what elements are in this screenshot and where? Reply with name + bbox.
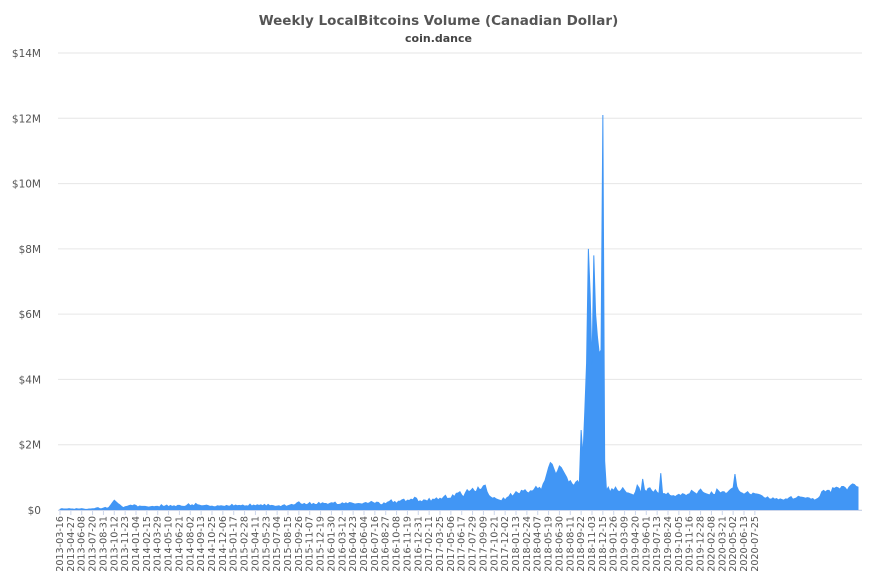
x-tick-label: 2015-02-28 — [240, 516, 251, 572]
y-tick-label: $0 — [28, 505, 41, 517]
x-tick-label: 2013-11-23 — [120, 516, 131, 572]
x-tick-label: 2018-08-11 — [565, 516, 576, 572]
x-tick-label: 2014-02-15 — [142, 516, 153, 572]
x-tick-label: 2015-04-11 — [250, 516, 261, 572]
x-tick-label: 2020-06-13 — [739, 516, 750, 572]
x-tick-label: 2019-04-20 — [630, 516, 641, 572]
volume-area — [59, 115, 859, 511]
x-tick-label: 2015-09-26 — [294, 516, 305, 572]
x-tick-label: 2016-04-23 — [348, 516, 359, 572]
chart-title: Weekly LocalBitcoins Volume (Canadian Do… — [258, 13, 619, 29]
x-tick-label: 2014-09-13 — [196, 516, 207, 572]
x-tick-label: 2013-10-12 — [109, 516, 120, 572]
x-tick-label: 2013-04-27 — [66, 516, 77, 572]
y-tick-label: $12M — [12, 113, 41, 125]
x-tick-label: 2017-09-09 — [478, 516, 489, 572]
x-tick-label: 2014-06-21 — [174, 516, 185, 572]
x-tick-label: 2013-07-20 — [88, 516, 99, 572]
x-tick-label: 2019-10-05 — [674, 516, 685, 572]
x-tick-label: 2017-05-06 — [446, 516, 457, 572]
x-tick-label: 2016-12-31 — [413, 516, 424, 572]
x-tick-label: 2016-03-12 — [337, 516, 348, 572]
x-tick-label: 2015-05-23 — [261, 516, 272, 572]
x-tick-label: 2014-08-02 — [185, 516, 196, 572]
x-tick-label: 2017-06-17 — [457, 516, 468, 572]
x-tick-label: 2018-11-03 — [587, 516, 598, 572]
x-tick-label: 2017-02-11 — [424, 516, 435, 572]
x-tick-label: 2014-10-25 — [207, 516, 218, 572]
y-tick-label: $2M — [19, 440, 41, 452]
y-tick-label: $8M — [19, 244, 41, 256]
x-tick-label: 2013-03-16 — [55, 516, 66, 572]
x-tick-label: 2019-07-13 — [652, 516, 663, 572]
x-tick-label: 2017-07-29 — [468, 516, 479, 572]
x-tick-label: 2015-11-07 — [305, 516, 316, 572]
x-tick-label: 2014-05-10 — [164, 516, 175, 572]
x-tick-label: 2020-03-21 — [717, 516, 728, 572]
x-tick-label: 2019-11-16 — [685, 516, 696, 572]
x-tick-label: 2013-08-31 — [98, 516, 109, 572]
x-tick-label: 2020-07-25 — [750, 516, 761, 572]
x-tick-label: 2018-09-22 — [576, 516, 587, 572]
chart-subtitle: coin.dance — [405, 32, 472, 45]
x-tick-label: 2016-08-27 — [381, 516, 392, 572]
x-tick-label: 2017-10-21 — [489, 516, 500, 572]
x-tick-label: 2018-04-07 — [533, 516, 544, 572]
x-tick-label: 2015-12-19 — [316, 516, 327, 572]
x-tick-label: 2015-08-15 — [283, 516, 294, 572]
x-tick-label: 2014-03-29 — [153, 516, 164, 572]
x-tick-label: 2016-01-30 — [326, 516, 337, 572]
x-tick-label: 2018-02-24 — [522, 516, 533, 572]
x-tick-label: 2018-12-15 — [598, 516, 609, 572]
x-tick-label: 2019-01-26 — [609, 516, 620, 572]
x-tick-label: 2014-12-06 — [218, 516, 229, 572]
y-tick-label: $6M — [19, 309, 41, 321]
x-tick-label: 2019-08-24 — [663, 516, 674, 572]
y-tick-label: $10M — [12, 179, 41, 191]
x-tick-label: 2019-06-01 — [641, 516, 652, 572]
x-tick-label: 2019-03-09 — [620, 516, 631, 572]
x-tick-label: 2014-01-04 — [131, 516, 142, 572]
x-tick-label: 2016-07-16 — [370, 516, 381, 572]
x-tick-label: 2016-11-19 — [402, 516, 413, 572]
x-tick-label: 2016-06-04 — [359, 516, 370, 572]
x-tick-label: 2013-06-08 — [77, 516, 88, 572]
x-tick-label: 2015-01-17 — [229, 516, 240, 572]
x-tick-label: 2020-02-08 — [706, 516, 717, 572]
x-tick-label: 2020-05-02 — [728, 516, 739, 572]
x-tick-label: 2015-07-04 — [272, 516, 283, 572]
x-tick-label: 2018-01-13 — [511, 516, 522, 572]
x-tick-label: 2016-10-08 — [392, 516, 403, 572]
x-tick-label: 2019-12-28 — [696, 516, 707, 572]
x-tick-label: 2017-12-02 — [500, 516, 511, 572]
x-tick-label: 2018-05-19 — [544, 516, 555, 572]
x-tick-label: 2017-03-25 — [435, 516, 446, 572]
x-tick-label: 2018-06-30 — [554, 516, 565, 572]
y-tick-label: $4M — [19, 374, 41, 386]
y-tick-label: $14M — [12, 48, 41, 60]
